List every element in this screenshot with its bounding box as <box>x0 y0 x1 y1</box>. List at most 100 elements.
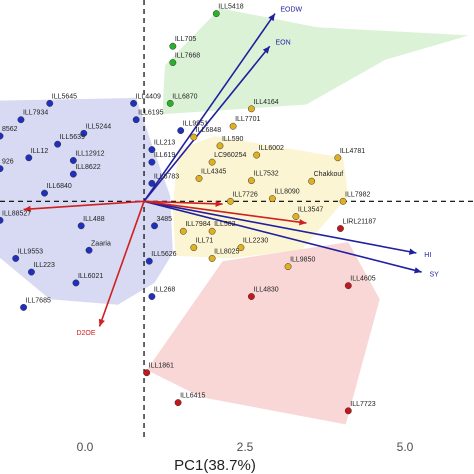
point-ill4605 <box>344 282 352 290</box>
vector-d2oe: D2OE <box>76 201 145 337</box>
vector-line <box>98 201 145 327</box>
point-label-ill6840: ILL6840 <box>47 183 72 190</box>
point-ill6840 <box>41 189 48 197</box>
point-label-ill12: ILL12 <box>31 148 49 155</box>
point-ill268 <box>148 293 156 300</box>
point-label-926: 926 <box>2 159 14 166</box>
point-ill5639 <box>54 140 62 148</box>
vector-unlabeled-7 <box>23 200 145 213</box>
vector-eon: EON <box>143 40 291 202</box>
x-axis-label: PC1(38.7%) <box>174 457 256 474</box>
point-lirl21187 <box>336 225 344 232</box>
point-ill12912 <box>69 157 77 164</box>
vector-line <box>143 200 422 273</box>
point-label-ill5645: ILL5645 <box>52 93 77 100</box>
point-label-8562: 8562 <box>2 126 18 133</box>
reference-lines <box>0 0 474 438</box>
point-label-ill7726: ILL7726 <box>232 191 257 198</box>
vector-line <box>143 45 271 202</box>
vector-label: D2OE <box>76 330 95 337</box>
point-ill7984 <box>179 227 187 235</box>
point-ill7726 <box>227 197 234 205</box>
point-ill7532 <box>247 177 255 185</box>
point-ill619 <box>148 158 156 166</box>
point-label-ill6021: ILL6021 <box>78 273 103 280</box>
point-ill5244 <box>80 129 88 137</box>
point-ill6195 <box>132 116 140 124</box>
point-ill502 <box>208 227 216 235</box>
vector-label: EON <box>276 40 291 47</box>
point-label-lirl21187: LIRL21187 <box>342 219 376 226</box>
group-hulls <box>0 8 469 425</box>
vector-line <box>143 200 417 254</box>
point-label-ill7668: ILL7668 <box>175 53 200 60</box>
point-label-ill705: ILL705 <box>175 36 197 43</box>
point-ill6415 <box>174 399 182 407</box>
point-label-ill6870: ILL6870 <box>172 93 197 100</box>
point-ill705 <box>169 42 177 50</box>
vector-unlabeled-5 <box>144 200 223 207</box>
point-ill6783 <box>148 179 156 187</box>
point-label-ill7984: ILL7984 <box>185 221 210 228</box>
loading-vectors: EODW EON HI SY D2OE <box>23 7 439 337</box>
point-label-ill4164: ILL4164 <box>253 99 278 106</box>
point-label-ill12912: ILL12912 <box>75 151 104 158</box>
point-ill6021 <box>72 279 80 287</box>
hull-green <box>162 8 469 115</box>
point-label-ill5418: ILL5418 <box>218 4 243 11</box>
point-label-ill7723: ILL7723 <box>350 401 375 408</box>
point-zaaria <box>85 246 93 254</box>
point-label-ill590: ILL590 <box>222 136 244 143</box>
point-ill4164 <box>247 105 255 113</box>
point-label-ill5639: ILL5639 <box>60 134 85 141</box>
point-ill4409 <box>130 99 138 107</box>
vector-arrowhead <box>215 200 223 207</box>
point-label-ill7934: ILL7934 <box>23 110 48 117</box>
vector-arrowhead <box>98 318 105 327</box>
vector-eodw: EODW <box>143 7 303 202</box>
point-ill88527 <box>0 216 4 224</box>
point-ill488 <box>77 222 85 230</box>
point-ill5418 <box>212 10 220 18</box>
point-ill8025 <box>208 254 216 262</box>
point-label-ill502: ILL502 <box>214 221 236 228</box>
point-label-ill8622: ILL8622 <box>75 164 100 171</box>
point-ill7723 <box>344 407 352 415</box>
point-ill12 <box>25 154 33 162</box>
point-chakkouf <box>308 177 316 185</box>
point-ill4781 <box>334 154 342 162</box>
point-ill3547 <box>292 213 300 221</box>
point-label-ill9850: ILL9850 <box>290 257 315 264</box>
point-label-ill4830: ILL4830 <box>253 287 278 294</box>
point-label-zaaria: Zaaria <box>91 240 111 247</box>
point-label-ill6002: ILL6002 <box>259 145 284 152</box>
x-tick-label-1: 2.5 <box>237 440 254 454</box>
point-lc960254 <box>208 158 216 166</box>
vector-arrowhead <box>408 248 417 255</box>
point-ill223 <box>27 268 35 276</box>
x-axis: 0.0 2.5 5.0 PC1(38.7%) <box>77 440 414 474</box>
point-label-ill2230: ILL2230 <box>243 238 268 245</box>
vector-sy: SY <box>143 200 439 279</box>
point-ill1861 <box>143 369 151 377</box>
vector-label: EODW <box>280 7 302 14</box>
vector-arrowhead <box>414 267 422 274</box>
point-label-ill88527: ILL88527 <box>2 210 31 217</box>
vector-hi: HI <box>143 200 431 259</box>
point-label-ill268: ILL268 <box>154 287 176 294</box>
vector-line <box>143 13 276 202</box>
point-label-lc960254: LC960254 <box>214 152 246 159</box>
x-tick-label-0: 0.0 <box>77 440 94 454</box>
x-tick-label-2: 5.0 <box>397 440 414 454</box>
vector-arrowhead <box>268 13 275 22</box>
point-ill2230 <box>237 244 245 252</box>
point-label-ill4781: ILL4781 <box>340 148 365 155</box>
point-label-ill6783: ILL6783 <box>154 173 179 180</box>
point-ill8090 <box>268 195 276 203</box>
point-3485 <box>151 222 158 230</box>
sample-labels: ILL5418 ILL705 ILL7668 ILL6870 ILL5645 ILL440… <box>2 4 376 408</box>
point-label-ill7685: ILL7685 <box>26 297 51 304</box>
hull-blue <box>0 97 173 305</box>
point-label-ill213: ILL213 <box>154 140 176 147</box>
point-label-ill9553: ILL9553 <box>18 248 43 255</box>
